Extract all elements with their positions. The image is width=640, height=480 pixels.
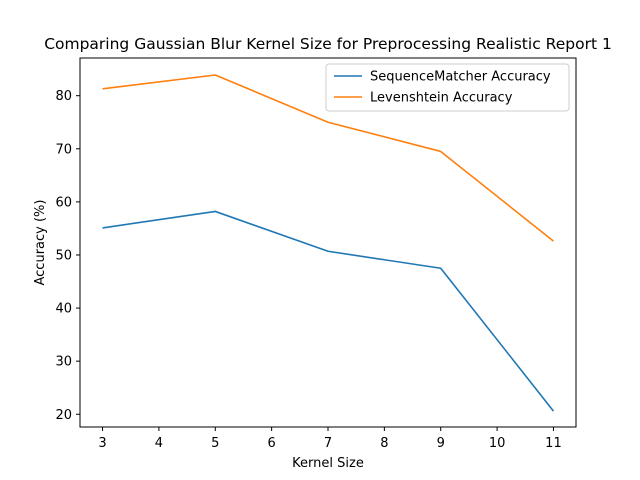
x-axis-title: Kernel Size <box>292 456 364 471</box>
x-tick-label: 10 <box>489 436 506 451</box>
x-tick-label: 8 <box>380 436 388 451</box>
y-tick-label: 40 <box>55 302 72 317</box>
x-tick-label: 3 <box>98 436 106 451</box>
series-line-2 <box>102 74 554 242</box>
x-tick-label: 7 <box>324 436 332 451</box>
y-axis: 20 30 40 50 60 70 80 <box>55 89 80 423</box>
x-tick-label: 9 <box>437 436 445 451</box>
y-tick-label: 20 <box>55 408 72 423</box>
series-layer <box>102 74 555 412</box>
legend: SequenceMatcher Accuracy Levenshtein Accu… <box>325 63 570 112</box>
x-tick-label: 4 <box>155 436 163 451</box>
legend-box <box>325 63 570 112</box>
y-tick-label: 30 <box>55 355 72 370</box>
y-axis-title: Accuracy (%) <box>33 200 48 286</box>
legend-label: SequenceMatcher Accuracy <box>370 70 551 85</box>
x-axis: 3 4 5 6 7 8 9 10 11 <box>98 427 562 451</box>
chart-title: Comparing Gaussian Blur Kernel Size for … <box>44 35 612 53</box>
x-tick-label: 6 <box>267 436 275 451</box>
y-tick-label: 50 <box>55 248 72 263</box>
legend-label: Levenshtein Accuracy <box>370 91 513 106</box>
x-tick-label: 5 <box>211 436 219 451</box>
y-tick-label: 70 <box>55 142 72 157</box>
series-line-1 <box>102 210 555 412</box>
y-tick-label: 60 <box>55 195 72 210</box>
x-tick-label: 11 <box>545 436 562 451</box>
plot-area-frame <box>79 57 577 428</box>
y-tick-label: 80 <box>55 89 72 104</box>
